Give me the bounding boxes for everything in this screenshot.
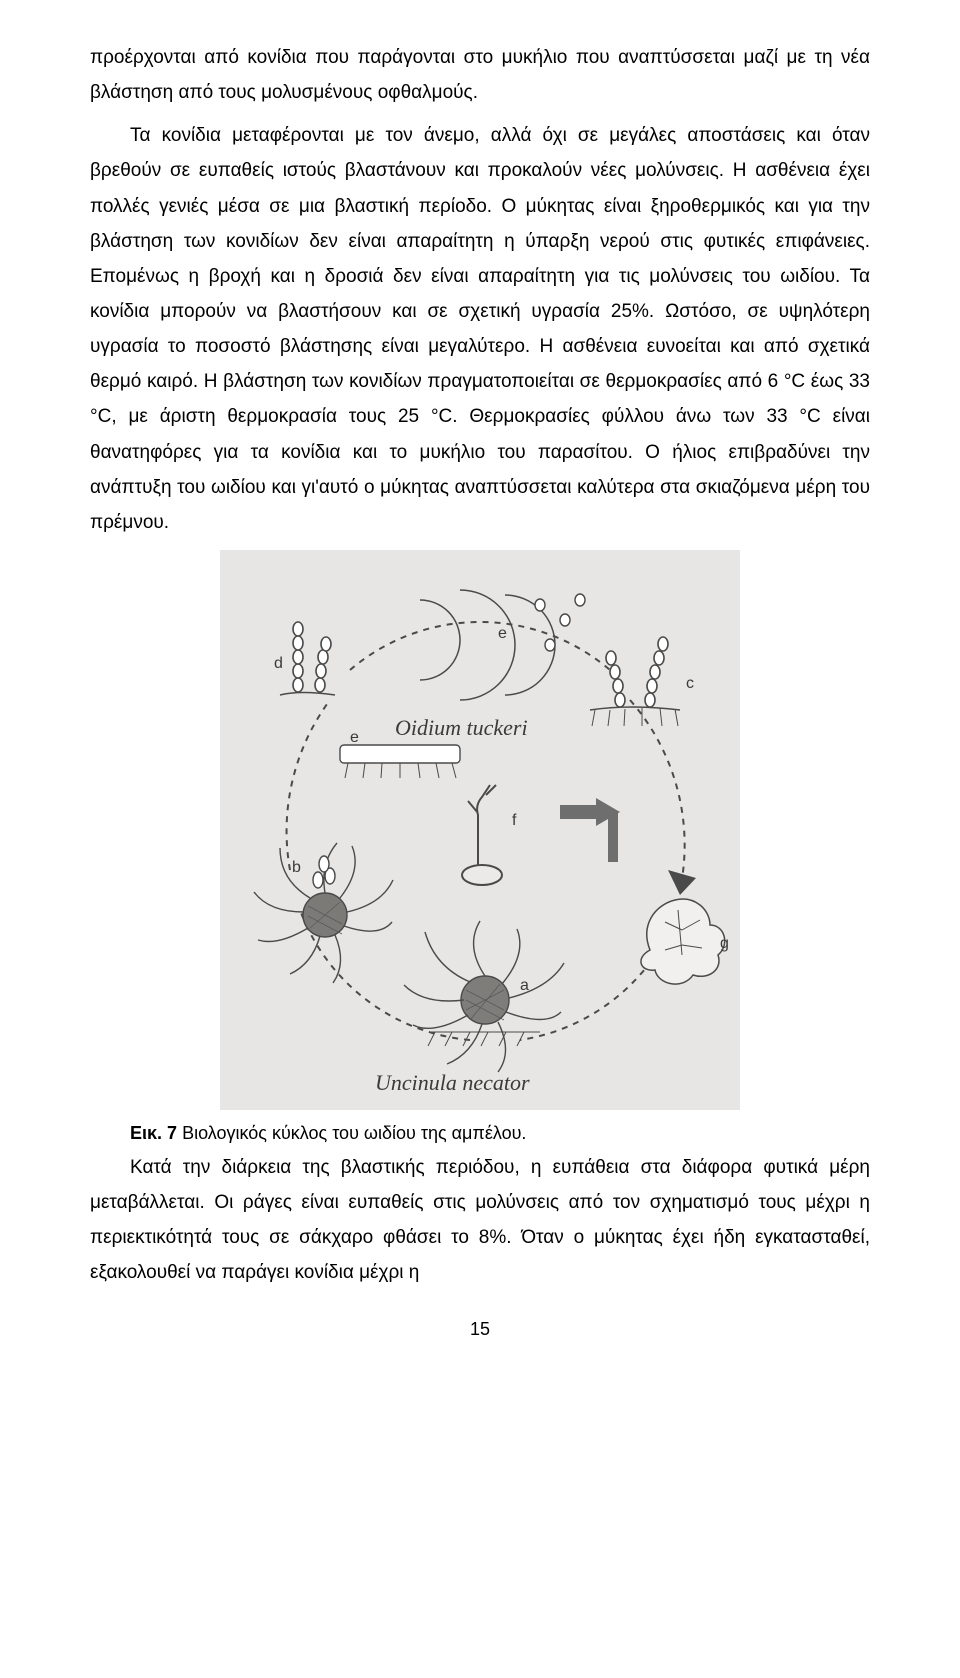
label-uncinula: Uncinula necator [375, 1070, 530, 1095]
paragraph-3: Κατά την διάρκεια της βλαστικής περιόδου… [90, 1150, 870, 1291]
label-oidium: Oidium tuckeri [395, 715, 528, 740]
caption-bold: Εικ. 7 [130, 1123, 177, 1143]
document-page: προέρχονται από κονίδια που παράγονται σ… [0, 0, 960, 1380]
marker-e: e [498, 625, 507, 642]
marker-c: c [686, 675, 694, 692]
marker-b: b [292, 859, 301, 876]
marker-d: d [274, 655, 283, 672]
figure-caption: Εικ. 7 Βιολογικός κύκλος του ωιδίου της … [90, 1123, 870, 1144]
marker-g: g [720, 935, 729, 952]
paragraph-2: Τα κονίδια μεταφέρονται με τον άνεμο, αλ… [90, 118, 870, 540]
marker-f: f [512, 812, 517, 829]
marker-a: a [520, 977, 529, 994]
marker-e-2: e [350, 729, 359, 746]
page-number: 15 [90, 1319, 870, 1340]
figure-container: d e [90, 550, 870, 1115]
caption-rest: Βιολογικός κύκλος του ωιδίου της αμπέλου… [177, 1123, 526, 1143]
lifecycle-figure: d e [220, 550, 740, 1110]
paragraph-1: προέρχονται από κονίδια που παράγονται σ… [90, 40, 870, 110]
